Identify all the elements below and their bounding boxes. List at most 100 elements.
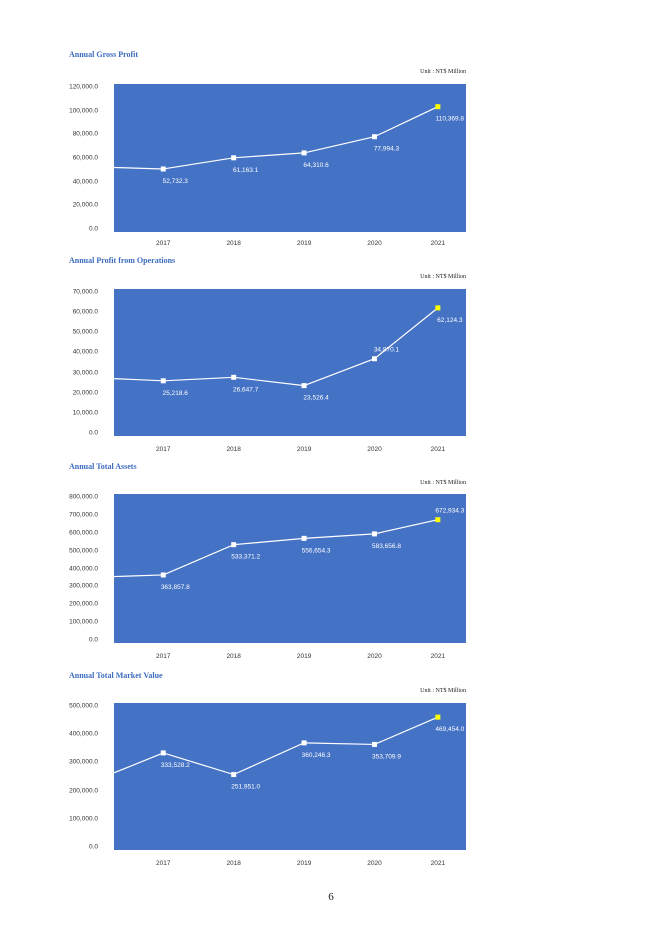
y-axis-labels: 0.0 100,000.0 200,000.0 300,000.0 400,000.0 5…: [50, 493, 98, 644]
x-tick-label: 2017: [156, 653, 171, 660]
y-tick-label: 70,000.0: [72, 288, 98, 296]
x-axis-labels: 2017 2018 2019 2020 2021: [114, 446, 466, 456]
data-point: [160, 572, 166, 578]
data-point: [435, 517, 441, 523]
data-label: 672,934.3: [435, 508, 464, 515]
chart-title: Annual Total Assets: [69, 462, 137, 471]
y-tick-label: 100,000.0: [69, 815, 98, 823]
data-label: 360,246.3: [302, 752, 331, 759]
x-tick-label: 2017: [156, 446, 171, 453]
y-tick-label: 200,000.0: [69, 600, 98, 608]
data-point: [231, 155, 237, 161]
y-tick-label: 20,000.0: [72, 201, 98, 209]
data-label: 583,656.8: [372, 543, 401, 550]
data-point: [231, 772, 237, 778]
data-point: [301, 535, 307, 541]
y-axis-labels: 0.0 100,000.0 200,000.0 300,000.0 400,000.0 5…: [50, 702, 98, 851]
data-label: 353,709.9: [372, 753, 401, 760]
data-label: 62,124.3: [437, 317, 463, 324]
data-point: [371, 741, 377, 747]
y-tick-label: 700,000.0: [69, 511, 98, 519]
x-tick-label: 2020: [367, 860, 382, 867]
x-tick-label: 2021: [430, 240, 446, 247]
y-tick-label: 600,000.0: [69, 529, 98, 537]
x-tick-label: 2020: [367, 653, 382, 660]
y-tick-label: 60,000.0: [72, 308, 98, 316]
chart-unit: Unit : NT$ Million: [420, 480, 466, 486]
y-tick-label: 500,000.0: [69, 547, 98, 555]
x-tick-label: 2021: [430, 653, 446, 660]
x-tick-label: 2019: [296, 860, 312, 867]
y-tick-label: 100,000.0: [69, 618, 98, 626]
data-point: [231, 374, 237, 380]
data-point: [435, 305, 441, 311]
data-point: [301, 740, 307, 746]
y-tick-label: 300,000.0: [69, 758, 98, 766]
x-axis-labels: 2017 2018 2019 2020 2021: [114, 653, 466, 663]
data-label: 52,732.3: [163, 178, 189, 185]
data-point: [371, 356, 377, 362]
y-tick-label: 500,000.0: [69, 702, 98, 710]
x-axis-labels: 2017 2018 2019 2020 2021: [114, 860, 466, 870]
chart-title: Annual Total Market Value: [69, 671, 163, 680]
data-label: 251,951.0: [231, 784, 260, 791]
data-label: 469,454.0: [435, 726, 464, 733]
data-label: 333,528.2: [161, 762, 190, 769]
data-point: [435, 104, 441, 110]
data-label: 23,526.4: [303, 395, 329, 402]
y-tick-label: 100,000.0: [69, 107, 98, 115]
data-label: 533,371.2: [231, 554, 260, 561]
plot-area: 363,857.8 533,371.2 556,654.3 583,656.8 672,…: [113, 494, 466, 643]
y-axis-labels: 0.0 10,000.0 20,000.0 30,000.0 40,000.0 50,00…: [50, 288, 98, 437]
x-tick-label: 2021: [430, 446, 446, 453]
y-tick-label: 50,000.0: [72, 328, 98, 336]
data-label: 556,654.3: [302, 547, 331, 554]
data-label: 61,163.1: [233, 167, 259, 174]
y-tick-label: 0.0: [88, 843, 98, 851]
data-point: [160, 378, 166, 384]
series-line: [163, 716, 439, 776]
data-point: [160, 166, 166, 172]
series-lead-in: [113, 574, 164, 578]
series-lead-in: [113, 166, 164, 170]
chart-title: Annual Gross Profit: [69, 50, 139, 59]
x-tick-label: 2018: [226, 446, 241, 453]
data-point: [301, 383, 307, 389]
y-axis-labels: 0.0 20,000.0 40,000.0 60,000.0 80,000.0 100,0…: [50, 83, 98, 233]
x-axis-labels: 2017 2018 2019 2020 2021: [114, 240, 466, 250]
line-chart-svg: 25,218.6 26,647.7 23,526.4 34,870.1 62,124.3: [113, 305, 463, 402]
line-chart-svg: 363,857.8 533,371.2 556,654.3 583,656.8 672,…: [113, 508, 465, 591]
y-tick-label: 40,000.0: [72, 348, 98, 356]
x-tick-label: 2021: [430, 860, 446, 867]
line-chart-svg: 52,732.3 61,163.1 64,310.6 77,994.3 110,369.…: [113, 104, 464, 185]
data-point: [435, 714, 441, 720]
y-tick-label: 200,000.0: [69, 787, 98, 795]
y-tick-label: 0.0: [88, 225, 98, 233]
y-tick-label: 300,000.0: [69, 582, 98, 590]
data-label: 363,857.8: [161, 584, 190, 591]
data-label: 64,310.6: [303, 162, 329, 169]
data-label: 26,647.7: [233, 386, 259, 393]
x-tick-label: 2020: [367, 240, 382, 247]
chart-unit: Unit : NT$ Million: [420, 69, 466, 75]
data-label: 34,870.1: [374, 347, 400, 354]
x-tick-label: 2018: [226, 653, 241, 660]
line-chart-svg: 333,528.2 251,951.0 360,246.3 353,709.9 469,…: [113, 714, 465, 791]
y-tick-label: 30,000.0: [72, 369, 98, 377]
y-tick-label: 60,000.0: [72, 154, 98, 162]
data-point: [371, 134, 377, 140]
y-tick-label: 0.0: [88, 429, 98, 437]
y-tick-label: 120,000.0: [69, 83, 98, 91]
x-tick-label: 2017: [156, 860, 171, 867]
x-tick-label: 2018: [226, 860, 241, 867]
y-tick-label: 800,000.0: [69, 493, 98, 501]
series-line: [163, 106, 439, 170]
x-tick-label: 2019: [296, 240, 312, 247]
y-tick-label: 80,000.0: [72, 130, 98, 138]
plot-area: 25,218.6 26,647.7 23,526.4 34,870.1 62,124.3: [113, 289, 466, 436]
x-tick-label: 2020: [367, 446, 382, 453]
data-point: [301, 150, 307, 156]
y-tick-label: 10,000.0: [72, 409, 98, 417]
chart-unit: Unit : NT$ Million: [420, 688, 466, 694]
y-tick-label: 40,000.0: [72, 178, 98, 186]
